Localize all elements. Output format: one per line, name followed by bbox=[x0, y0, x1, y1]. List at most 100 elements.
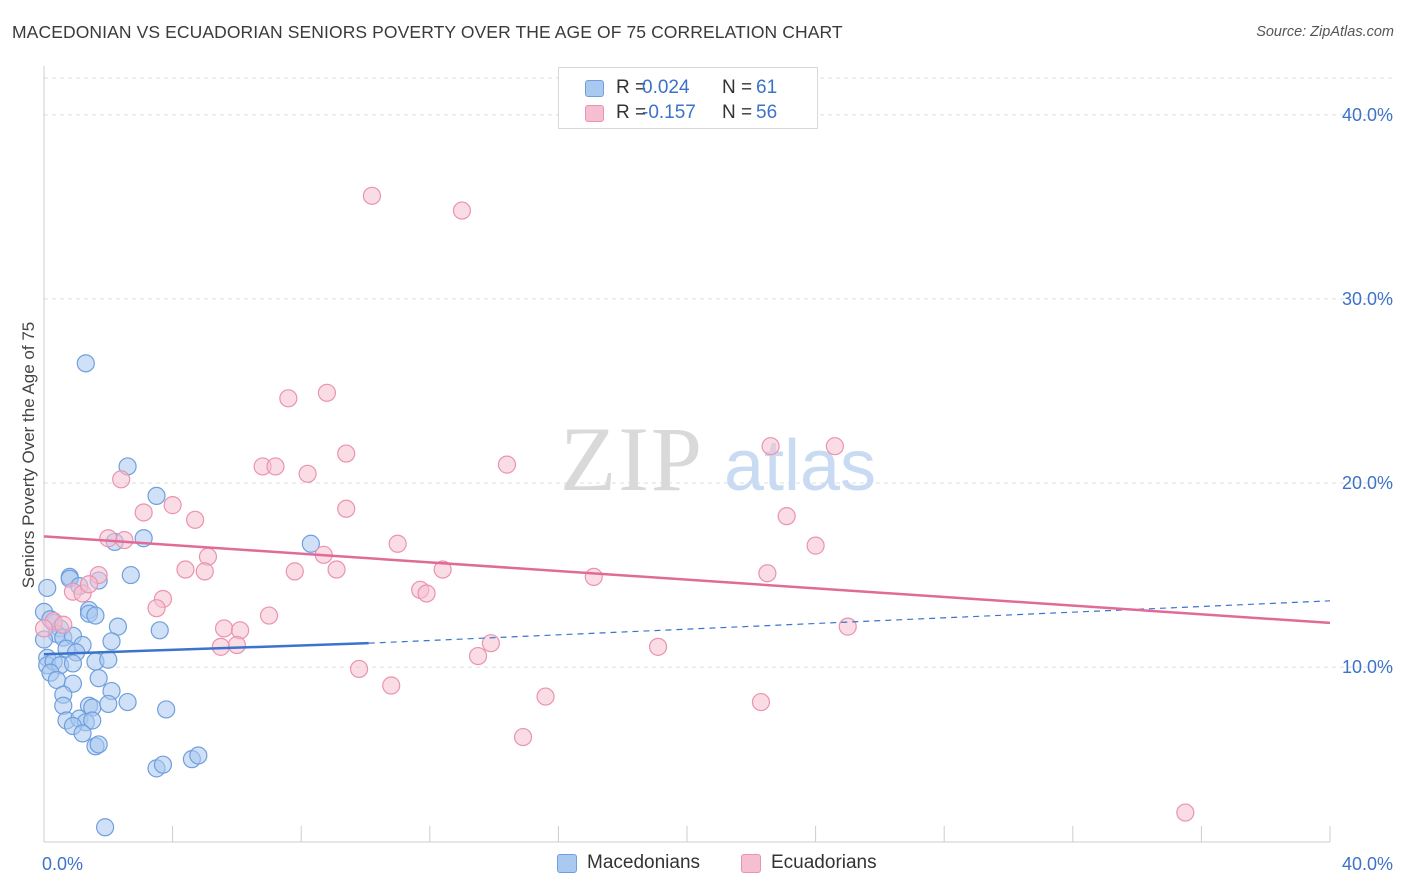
n-label: N = bbox=[722, 77, 753, 98]
correlation-legend: R = 0.024 N = 61 R = -0.157 N = 56 bbox=[558, 67, 818, 129]
ecuadorian-point bbox=[349, 659, 369, 679]
ecuadorian-point bbox=[214, 619, 234, 638]
ecuadorian-point bbox=[838, 617, 857, 636]
ecuadorian-point bbox=[285, 562, 304, 581]
ecuadorian-point bbox=[536, 687, 555, 706]
source-credit: Source: ZipAtlas.com bbox=[1256, 24, 1394, 40]
ecuadorian-point bbox=[259, 606, 279, 625]
macedonian-point bbox=[99, 694, 118, 714]
macedonian-point bbox=[121, 565, 140, 585]
ecuadorian-point bbox=[163, 496, 182, 515]
legend-label-ecuadorians: Ecuadorians bbox=[771, 852, 877, 873]
ecuadorian-point bbox=[513, 727, 533, 747]
macedonian-point bbox=[118, 692, 137, 712]
macedonian-point bbox=[189, 746, 208, 765]
ecuadorian-point bbox=[266, 457, 285, 476]
macedonian-point bbox=[83, 711, 102, 730]
ecuadorian-point bbox=[806, 536, 825, 555]
macedonian-point bbox=[95, 818, 115, 837]
n-value: 56 bbox=[756, 102, 778, 123]
macedonian-point bbox=[54, 696, 73, 715]
ecuadorian-point bbox=[279, 389, 298, 408]
ecuadorian-point bbox=[337, 444, 356, 463]
x-tick-labels: 0.0% 40.0% bbox=[42, 854, 1393, 874]
n-label: N = bbox=[722, 102, 753, 123]
macedonian-point bbox=[76, 354, 95, 373]
ecuadorian-point bbox=[468, 646, 488, 666]
watermark-zip: ZIP bbox=[560, 408, 704, 510]
macedonian-point bbox=[153, 755, 173, 774]
ecuadorian-point bbox=[452, 201, 472, 220]
ecuadorian-point bbox=[758, 564, 777, 583]
grid-lines bbox=[44, 77, 1396, 668]
ecuadorian-point bbox=[481, 634, 500, 653]
ecuadorian-point bbox=[433, 560, 452, 579]
chart-title: MACEDONIAN VS ECUADORIAN SENIORS POVERTY… bbox=[12, 22, 843, 42]
macedonian-point bbox=[99, 650, 118, 669]
ecuadorian-point bbox=[298, 464, 317, 483]
macedonian-point bbox=[38, 578, 57, 598]
ecuadorian-point bbox=[382, 676, 401, 695]
ecuadorians-points bbox=[34, 186, 1195, 822]
ecuadorian-point bbox=[99, 529, 118, 548]
ecuadorian-trend-line bbox=[43, 535, 1331, 625]
r-value: 0.024 bbox=[642, 77, 690, 98]
trend-lines bbox=[43, 535, 1331, 656]
ecuadorian-point bbox=[34, 619, 54, 638]
y-tick-label: 30.0% bbox=[1342, 289, 1393, 309]
legend-swatch-pink bbox=[585, 104, 604, 122]
y-tick-label: 20.0% bbox=[1342, 473, 1393, 493]
y-axis-label: Seniors Poverty Over the Age of 75 bbox=[19, 322, 38, 588]
ecuadorian-point bbox=[337, 499, 356, 518]
ecuadorian-point bbox=[417, 584, 436, 603]
r-label: R = bbox=[616, 77, 647, 98]
macedonian-point bbox=[73, 724, 92, 743]
ecuadorian-point bbox=[176, 560, 195, 579]
r-label: R = bbox=[616, 102, 647, 123]
legend-label-macedonians: Macedonians bbox=[587, 852, 701, 873]
axes bbox=[43, 66, 1331, 843]
ecuadorian-point bbox=[227, 635, 246, 655]
n-value: 61 bbox=[756, 77, 778, 98]
ecuadorian-point bbox=[362, 186, 382, 205]
ecuadorian-point bbox=[147, 599, 166, 618]
macedonian-point bbox=[63, 654, 83, 673]
legend-item-macedonians: Macedonians bbox=[557, 852, 700, 874]
y-tick-label: 10.0% bbox=[1342, 657, 1393, 677]
ecuadorian-point bbox=[388, 534, 407, 553]
macedonian-point bbox=[89, 735, 108, 754]
ecuadorian-point bbox=[231, 621, 250, 640]
x-tick-label: 40.0% bbox=[1342, 854, 1393, 874]
ecuadorian-point bbox=[825, 437, 844, 456]
macedonian-point bbox=[301, 534, 320, 553]
ecuadorian-point bbox=[317, 383, 337, 402]
ecuadorian-point bbox=[751, 692, 771, 712]
macedonian-point bbox=[89, 669, 108, 688]
legend-item-ecuadorians: Ecuadorians bbox=[741, 852, 877, 874]
r-value: -0.157 bbox=[642, 102, 696, 123]
ecuadorian-point bbox=[79, 575, 99, 594]
macedonian-point bbox=[102, 632, 121, 651]
ecuadorian-point bbox=[1176, 803, 1195, 822]
y-tick-labels: 10.0% 20.0% 30.0% 40.0% bbox=[1342, 105, 1393, 677]
ecuadorian-point bbox=[134, 503, 153, 522]
macedonian-point bbox=[150, 621, 169, 640]
macedonian-point bbox=[147, 486, 166, 505]
legend-row-ecuadorians: R = -0.157 N = 56 bbox=[585, 101, 777, 125]
legend-swatch-pink bbox=[741, 853, 761, 873]
ecuadorian-point bbox=[584, 567, 603, 587]
ecuadorian-point bbox=[115, 530, 134, 550]
series-legend: Macedonians Ecuadorians bbox=[0, 852, 1406, 876]
watermark: ZIP atlas bbox=[560, 408, 876, 510]
macedonian-trend-line bbox=[43, 641, 369, 656]
watermark-atlas: atlas bbox=[724, 426, 876, 506]
ecuadorian-point bbox=[761, 437, 780, 456]
ecuadorian-point bbox=[648, 637, 668, 656]
ecuadorian-point bbox=[327, 560, 346, 579]
macedonian-point bbox=[86, 606, 105, 625]
ecuadorian-point bbox=[112, 470, 131, 489]
ecuadorian-point bbox=[54, 615, 73, 634]
ecuadorian-point bbox=[198, 547, 218, 566]
legend-swatch-blue bbox=[557, 853, 577, 873]
